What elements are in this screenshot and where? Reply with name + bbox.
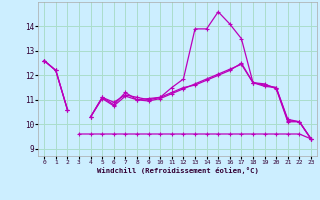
X-axis label: Windchill (Refroidissement éolien,°C): Windchill (Refroidissement éolien,°C)	[97, 167, 259, 174]
